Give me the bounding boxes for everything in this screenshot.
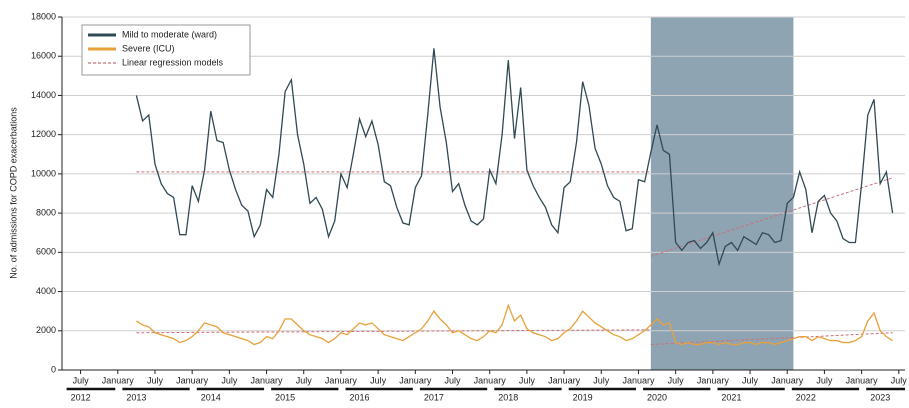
x-tick-label: January bbox=[325, 375, 358, 385]
x-tick-label: January bbox=[548, 375, 581, 385]
y-tick-label: 18000 bbox=[31, 11, 56, 21]
x-tick-label: January bbox=[771, 375, 804, 385]
series-line bbox=[136, 303, 893, 346]
year-label: 2015 bbox=[275, 392, 295, 402]
x-tick-label: July bbox=[73, 375, 90, 385]
year-label: 2021 bbox=[721, 392, 741, 402]
y-tick-label: 8000 bbox=[36, 207, 56, 217]
x-tick-label: July bbox=[147, 375, 164, 385]
x-tick-label: July bbox=[519, 375, 536, 385]
year-label: 2013 bbox=[126, 392, 146, 402]
year-label: 2020 bbox=[647, 392, 667, 402]
x-tick-label: July bbox=[742, 375, 759, 385]
x-tick-label: July bbox=[296, 375, 313, 385]
x-tick-label: January bbox=[251, 375, 284, 385]
x-tick-label: January bbox=[102, 375, 135, 385]
legend-label: Severe (ICU) bbox=[122, 43, 175, 53]
year-label: 2012 bbox=[71, 392, 91, 402]
y-tick-label: 0 bbox=[51, 364, 56, 374]
y-tick-label: 4000 bbox=[36, 286, 56, 296]
x-tick-label: July bbox=[816, 375, 833, 385]
y-tick-label: 16000 bbox=[31, 51, 56, 61]
x-tick-label: July bbox=[891, 375, 908, 385]
y-tick-label: 10000 bbox=[31, 168, 56, 178]
shaded-period bbox=[650, 17, 794, 370]
year-label: 2016 bbox=[350, 392, 370, 402]
year-label: 2014 bbox=[201, 392, 221, 402]
x-tick-label: July bbox=[668, 375, 685, 385]
x-tick-label: July bbox=[444, 375, 461, 385]
legend-label: Mild to moderate (ward) bbox=[122, 29, 217, 39]
year-label: 2023 bbox=[870, 392, 890, 402]
series-line bbox=[135, 48, 894, 267]
y-tick-label: 6000 bbox=[36, 247, 56, 257]
y-tick-label: 12000 bbox=[31, 129, 56, 139]
year-label: 2018 bbox=[498, 392, 518, 402]
y-axis-label: No. of admissions for COPD exacerbations bbox=[8, 107, 18, 279]
x-tick-label: January bbox=[474, 375, 507, 385]
regression-line bbox=[650, 332, 893, 346]
x-tick-label: January bbox=[622, 375, 655, 385]
y-tick-label: 2000 bbox=[36, 325, 56, 335]
legend-label: Linear regression models bbox=[122, 57, 224, 67]
regression-line bbox=[650, 177, 893, 257]
x-tick-label: July bbox=[593, 375, 610, 385]
x-tick-label: July bbox=[370, 375, 387, 385]
x-tick-label: January bbox=[399, 375, 432, 385]
x-tick-label: January bbox=[846, 375, 879, 385]
year-label: 2017 bbox=[424, 392, 444, 402]
x-tick-label: January bbox=[697, 375, 730, 385]
y-tick-label: 14000 bbox=[31, 90, 56, 100]
year-label: 2019 bbox=[573, 392, 593, 402]
x-tick-label: January bbox=[176, 375, 209, 385]
x-tick-label: July bbox=[221, 375, 238, 385]
year-label: 2022 bbox=[796, 392, 816, 402]
